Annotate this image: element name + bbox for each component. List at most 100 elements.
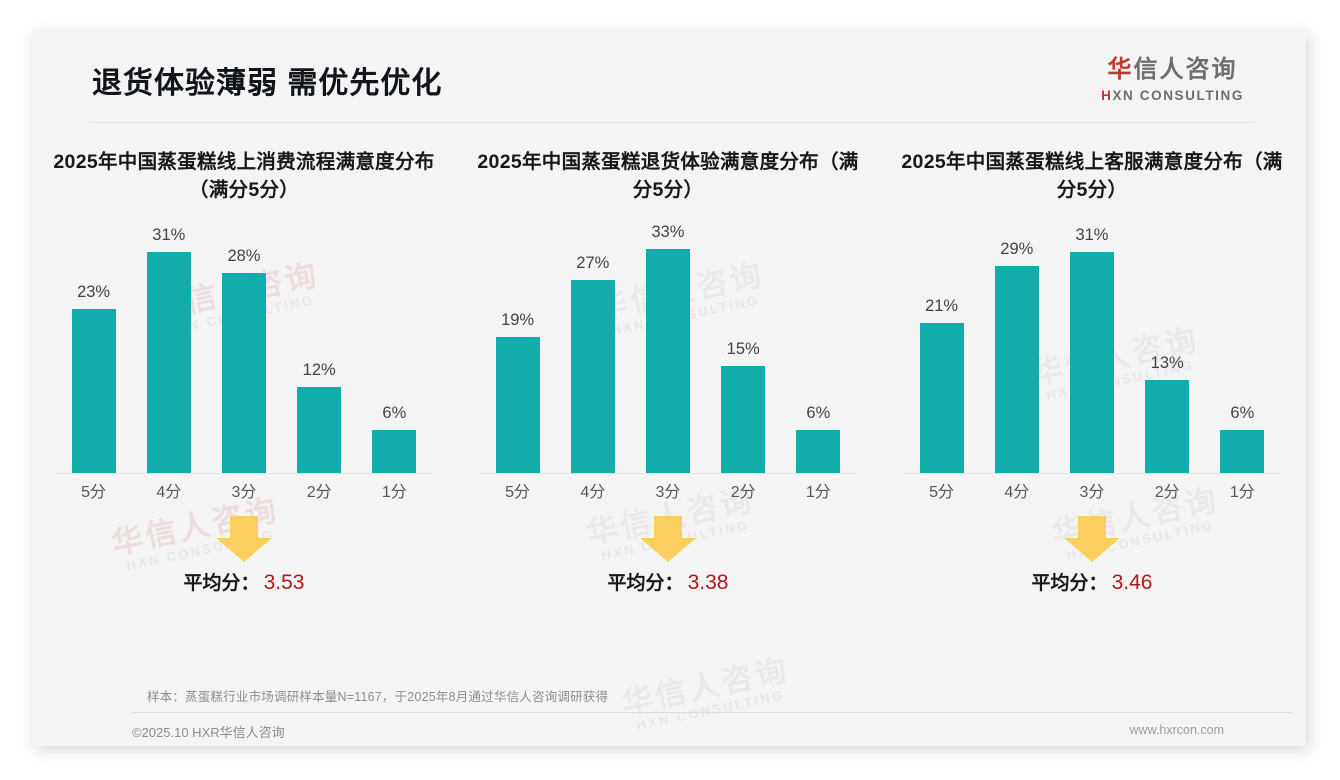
bar-rect bbox=[146, 252, 191, 473]
bar-value-label: 29% bbox=[1000, 240, 1034, 258]
logo-en-first-char: H bbox=[1101, 88, 1113, 103]
bar-rect bbox=[297, 387, 342, 473]
chart-panel-return-experience: 2025年中国蒸蛋糕退货体验满意度分布（满分5分） 19% 27% bbox=[456, 148, 880, 606]
average-score-value: 3.46 bbox=[1111, 571, 1153, 594]
bar-value-label: 31% bbox=[152, 226, 186, 244]
bar-item: 6% bbox=[781, 223, 855, 473]
x-tick-label: 3分 bbox=[231, 484, 257, 501]
bar-value-label: 21% bbox=[925, 297, 959, 315]
bar-series: 21% 29% 31% 13% bbox=[904, 223, 1280, 473]
down-arrow-icon bbox=[216, 516, 272, 562]
bar-value-label: 19% bbox=[501, 311, 535, 329]
bar-chart: 23% 31% 28% 12% bbox=[46, 210, 442, 510]
x-tick-label: 2分 bbox=[730, 484, 756, 501]
x-axis-line bbox=[904, 473, 1280, 474]
bar-item: 31% bbox=[132, 223, 206, 473]
chart-title: 2025年中国蒸蛋糕退货体验满意度分布（满分5分） bbox=[477, 151, 859, 202]
down-arrow-icon bbox=[640, 516, 696, 562]
bar-value-label: 31% bbox=[1075, 226, 1109, 244]
bar-value-label: 6% bbox=[1230, 404, 1255, 422]
website-url: www.hxrcon.com bbox=[1129, 723, 1224, 737]
bar-item: 31% bbox=[1055, 223, 1129, 473]
page-title: 退货体验薄弱 需优先优化 bbox=[92, 67, 443, 100]
arrow-shaft bbox=[230, 516, 258, 538]
x-tick-label: 5分 bbox=[81, 484, 107, 501]
down-arrow-icon bbox=[1064, 516, 1120, 562]
bar-value-label: 6% bbox=[382, 404, 407, 422]
x-axis-line bbox=[56, 473, 432, 474]
x-tick-label: 1分 bbox=[381, 484, 407, 501]
bar-rect bbox=[919, 323, 964, 473]
bar-value-label: 33% bbox=[651, 223, 685, 241]
x-tick-label: 5分 bbox=[505, 484, 531, 501]
logo-en-rest: XN CONSULTING bbox=[1112, 88, 1244, 103]
bar-item: 23% bbox=[57, 223, 131, 473]
bar-value-label: 15% bbox=[726, 340, 760, 358]
bar-item: 28% bbox=[207, 223, 281, 473]
bar-rect bbox=[71, 309, 116, 473]
bar-chart: 21% 29% 31% 13% bbox=[894, 210, 1290, 510]
bar-item: 19% bbox=[481, 223, 555, 473]
average-score: 平均分： 3.53 bbox=[46, 568, 442, 595]
bar-rect bbox=[721, 366, 766, 473]
watermark: 华信人咨询 HXN CONSULTING bbox=[619, 652, 795, 736]
bar-item: 29% bbox=[980, 223, 1054, 473]
bar-value-label: 23% bbox=[77, 283, 111, 301]
bar-rect bbox=[570, 280, 615, 473]
bar-rect bbox=[645, 249, 690, 473]
chart-panel-consumption-flow: 2025年中国蒸蛋糕线上消费流程满意度分布（满分5分） 23% 31% bbox=[32, 148, 456, 606]
average-score-value: 3.38 bbox=[687, 571, 729, 594]
watermark-en: HXN CONSULTING bbox=[634, 687, 786, 734]
footer-divider bbox=[132, 712, 1292, 713]
header-divider bbox=[90, 122, 1254, 123]
logo-english-text: HXN CONSULTING bbox=[1101, 89, 1244, 103]
average-score-block: 平均分： 3.53 bbox=[46, 516, 442, 606]
charts-row: 2025年中国蒸蛋糕线上消费流程满意度分布（满分5分） 23% 31% bbox=[32, 148, 1306, 606]
bar-item: 33% bbox=[631, 223, 705, 473]
bar-rect bbox=[495, 337, 540, 473]
bar-value-label: 27% bbox=[576, 254, 610, 272]
bar-value-label: 28% bbox=[227, 247, 261, 265]
average-score-block: 平均分： 3.46 bbox=[894, 516, 1290, 606]
sample-footnote: 样本：蒸蛋糕行业市场调研样本量N=1167，于2025年8月通过华信人咨询调研获… bbox=[147, 690, 609, 704]
company-logo: 华信人咨询 HXN CONSULTING bbox=[1101, 58, 1244, 103]
logo-chinese-text: 华信人咨询 bbox=[1101, 58, 1244, 82]
bar-rect bbox=[796, 430, 841, 473]
slide-header: 退货体验薄弱 需优先优化 华信人咨询 HXN CONSULTING bbox=[32, 30, 1306, 122]
arrow-head bbox=[1064, 538, 1120, 562]
chart-title: 2025年中国蒸蛋糕线上消费流程满意度分布（满分5分） bbox=[53, 151, 435, 202]
chart-title: 2025年中国蒸蛋糕线上客服满意度分布（满分5分） bbox=[901, 151, 1283, 202]
bar-rect bbox=[221, 273, 266, 473]
average-score: 平均分： 3.46 bbox=[894, 568, 1290, 595]
bar-item: 12% bbox=[282, 223, 356, 473]
bar-rect bbox=[1069, 252, 1114, 473]
x-tick-label: 2分 bbox=[1154, 484, 1180, 501]
arrow-head bbox=[216, 538, 272, 562]
bar-value-label: 12% bbox=[302, 361, 336, 379]
average-score: 平均分： 3.38 bbox=[470, 568, 866, 595]
bar-value-label: 13% bbox=[1150, 354, 1184, 372]
x-tick-label: 3分 bbox=[1079, 484, 1105, 501]
average-score-block: 平均分： 3.38 bbox=[470, 516, 866, 606]
average-score-label: 平均分： bbox=[1031, 573, 1108, 594]
x-tick-label: 1分 bbox=[1229, 484, 1255, 501]
slide-card: 华信人咨询 HXN CONSULTING 华信人咨询 HXN CONSULTIN… bbox=[32, 30, 1306, 746]
x-axis-labels: 5分 4分 3分 2分 1分 bbox=[56, 478, 432, 508]
bar-rect bbox=[1220, 430, 1265, 473]
arrow-shaft bbox=[1078, 516, 1106, 538]
bar-item: 15% bbox=[706, 223, 780, 473]
bar-item: 6% bbox=[357, 223, 431, 473]
x-axis-line bbox=[480, 473, 856, 474]
chart-panel-online-service: 2025年中国蒸蛋糕线上客服满意度分布（满分5分） 21% 29% bbox=[880, 148, 1304, 606]
average-score-label: 平均分： bbox=[607, 573, 684, 594]
x-tick-label: 4分 bbox=[580, 484, 606, 501]
bar-rect bbox=[994, 266, 1039, 473]
bar-rect bbox=[372, 430, 417, 473]
x-tick-label: 1分 bbox=[805, 484, 831, 501]
bar-rect bbox=[1145, 380, 1190, 473]
x-axis-labels: 5分 4分 3分 2分 1分 bbox=[480, 478, 856, 508]
bar-item: 13% bbox=[1130, 223, 1204, 473]
bar-series: 23% 31% 28% 12% bbox=[56, 223, 432, 473]
x-tick-label: 4分 bbox=[1004, 484, 1030, 501]
